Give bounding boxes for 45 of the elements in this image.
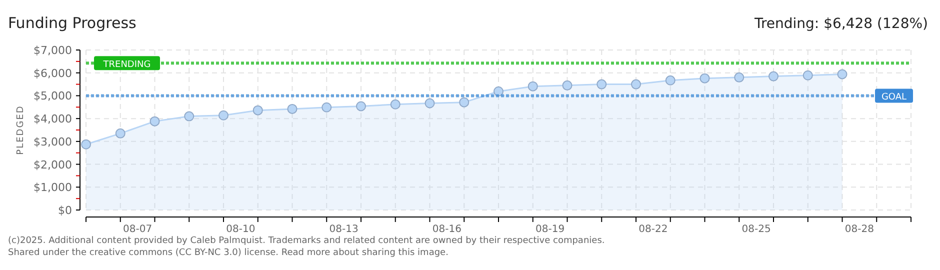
x-tick-label: 08-22 (638, 224, 668, 235)
x-tick-label: 08-25 (742, 224, 771, 235)
point (802, 70, 813, 80)
x-tick-label: 08-28 (844, 224, 874, 235)
x-tick-label: 08-10 (226, 224, 256, 235)
point (665, 75, 676, 86)
point (81, 139, 91, 150)
y-tick-label: $3,000 (34, 135, 72, 148)
y-tick-label: $6,000 (34, 66, 72, 80)
chart-title: Funding Progress (8, 14, 137, 32)
point (734, 72, 744, 82)
x-tick-label: 08-19 (536, 224, 565, 235)
point (115, 128, 126, 138)
y-tick-label: $4,000 (34, 112, 72, 126)
y-tick-label: $7,000 (34, 44, 72, 57)
point (562, 80, 572, 90)
point (596, 79, 607, 90)
point (322, 102, 332, 112)
point (287, 104, 298, 114)
y-tick-label: $0 (58, 204, 72, 217)
ref-line-label: GOAL (881, 92, 907, 103)
y-axis-title: PLEDGED (16, 105, 26, 155)
y-tick-label: $5,000 (34, 90, 72, 103)
point (768, 71, 778, 82)
point (356, 101, 366, 112)
ref-line-label: TRENDING (102, 60, 151, 70)
text: (c)2025. Additional content provided by Caleb Palmquist. Trademarks and related content are owned by their respective companies. (8, 236, 605, 246)
point (700, 73, 710, 84)
point (631, 79, 641, 90)
text: Trending: $6,428 (128%) (753, 16, 928, 32)
y-tick-label: $1,000 (34, 181, 72, 194)
text: Shared under the creative commons (CC BY-NC 3.0) license. Read more about sharing this image. (8, 248, 448, 258)
x-tick-label: 08-16 (432, 224, 462, 235)
point (218, 110, 228, 120)
point (528, 81, 538, 92)
point (150, 116, 160, 126)
point (184, 111, 194, 122)
x-tick-label: 08-13 (329, 224, 358, 235)
point (837, 69, 848, 80)
point (459, 97, 470, 108)
point (252, 105, 263, 116)
point (390, 99, 400, 110)
y-tick-label: $2,000 (34, 158, 72, 172)
point (424, 98, 435, 108)
x-tick-label: 08-07 (123, 224, 152, 235)
